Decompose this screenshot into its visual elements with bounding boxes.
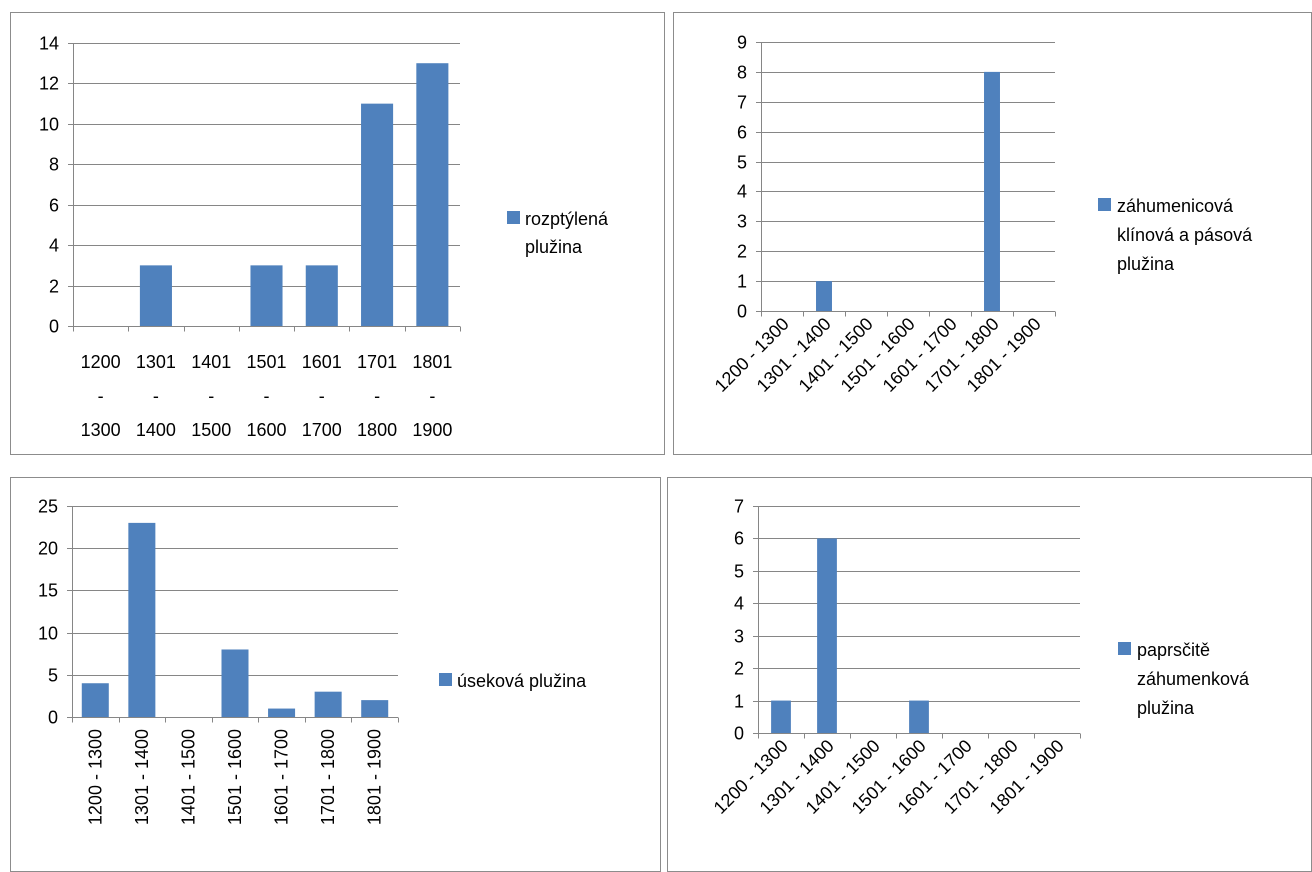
x-tick-label: 1801 -1900 [412,352,452,440]
y-tick-label: 5 [737,153,747,173]
bar [361,103,394,327]
chart-frame [10,12,665,455]
y-tick-label: 6 [734,529,744,549]
y-tick-label: 2 [737,242,747,262]
y-tick-label: 3 [737,212,747,232]
bar [221,649,249,717]
y-tick-label: 14 [39,34,59,54]
y-tick-label: 6 [49,196,59,216]
bar [817,538,837,733]
y-tick-label: 5 [734,562,744,582]
legend-label: záhumenicová klínová a pásová plužina [1117,196,1253,274]
x-tick-label: 1701 -1800 [357,352,397,440]
legend-swatch [439,673,452,686]
x-tick-label: 1401 -1500 [191,352,231,440]
bar [139,265,172,326]
y-tick-label: 0 [49,317,59,337]
legend-label: rozptýlená plužina [525,209,609,257]
y-tick-label: 8 [737,63,747,83]
legend-swatch [1098,198,1111,211]
y-tick-label: 2 [49,277,59,297]
y-tick-label: 6 [737,123,747,143]
y-tick-label: 8 [49,155,59,175]
x-tick-label: 1200 -1300 [81,352,121,440]
y-tick-label: 3 [734,627,744,647]
x-tick-label: 1801 - 1900 [365,729,385,825]
y-tick-label: 7 [737,93,747,113]
y-tick-label: 5 [48,666,58,686]
y-tick-label: 4 [49,236,59,256]
y-tick-label: 0 [737,302,747,322]
chart-panel-usekova: 0 5 10 15 20 25 1200 - 1300 1301 - 1400 1401 - 1… [10,477,661,872]
x-tick-label: 1301 -1400 [136,352,176,440]
bar [816,281,832,311]
y-tick-label: 9 [737,33,747,53]
y-tick-label: 4 [734,594,744,614]
x-tick-label: 1701 - 1800 [318,729,338,825]
y-tick-label: 2 [734,659,744,679]
bar [268,708,296,717]
x-tick-label: 1200 - 1300 [85,729,105,825]
y-tick-label: 1 [737,272,747,292]
bar [771,700,791,733]
y-tick-label: 15 [38,581,58,601]
chart-panel-rozptylena: 0 2 4 6 8 10 12 14 1200 -1300 1301 -1400 1401 -1500 15… [10,12,665,455]
y-tick-label: 0 [48,708,58,728]
bar [314,691,342,717]
y-tick-label: 0 [734,724,744,744]
legend-label: paprsčitě záhumenková plužina [1137,640,1250,718]
y-tick-label: 7 [734,497,744,517]
bar [361,700,389,717]
bar [250,265,283,326]
y-tick-label: 4 [737,182,747,202]
legend-label: úseková plužina [457,671,587,691]
y-tick-label: 1 [734,692,744,712]
bar [81,683,109,717]
bar [909,700,929,733]
x-tick-label: 1401 - 1500 [178,729,198,825]
y-tick-label: 25 [38,497,58,517]
x-tick-label: 1301 - 1400 [132,729,152,825]
x-tick-label: 1601 - 1700 [272,729,292,825]
bar [984,71,1000,311]
bar [305,265,338,326]
legend-swatch [1118,642,1131,655]
x-tick-label: 1501 -1600 [246,352,286,440]
y-tick-label: 12 [39,74,59,94]
x-tick-label: 1501 - 1600 [225,729,245,825]
bar [416,63,449,326]
y-tick-label: 10 [39,115,59,135]
chart-frame [10,477,661,872]
legend-swatch [507,211,520,224]
x-tick-label: 1601 -1700 [302,352,342,440]
y-tick-label: 10 [38,624,58,644]
bar [128,522,156,717]
y-tick-label: 20 [38,539,58,559]
